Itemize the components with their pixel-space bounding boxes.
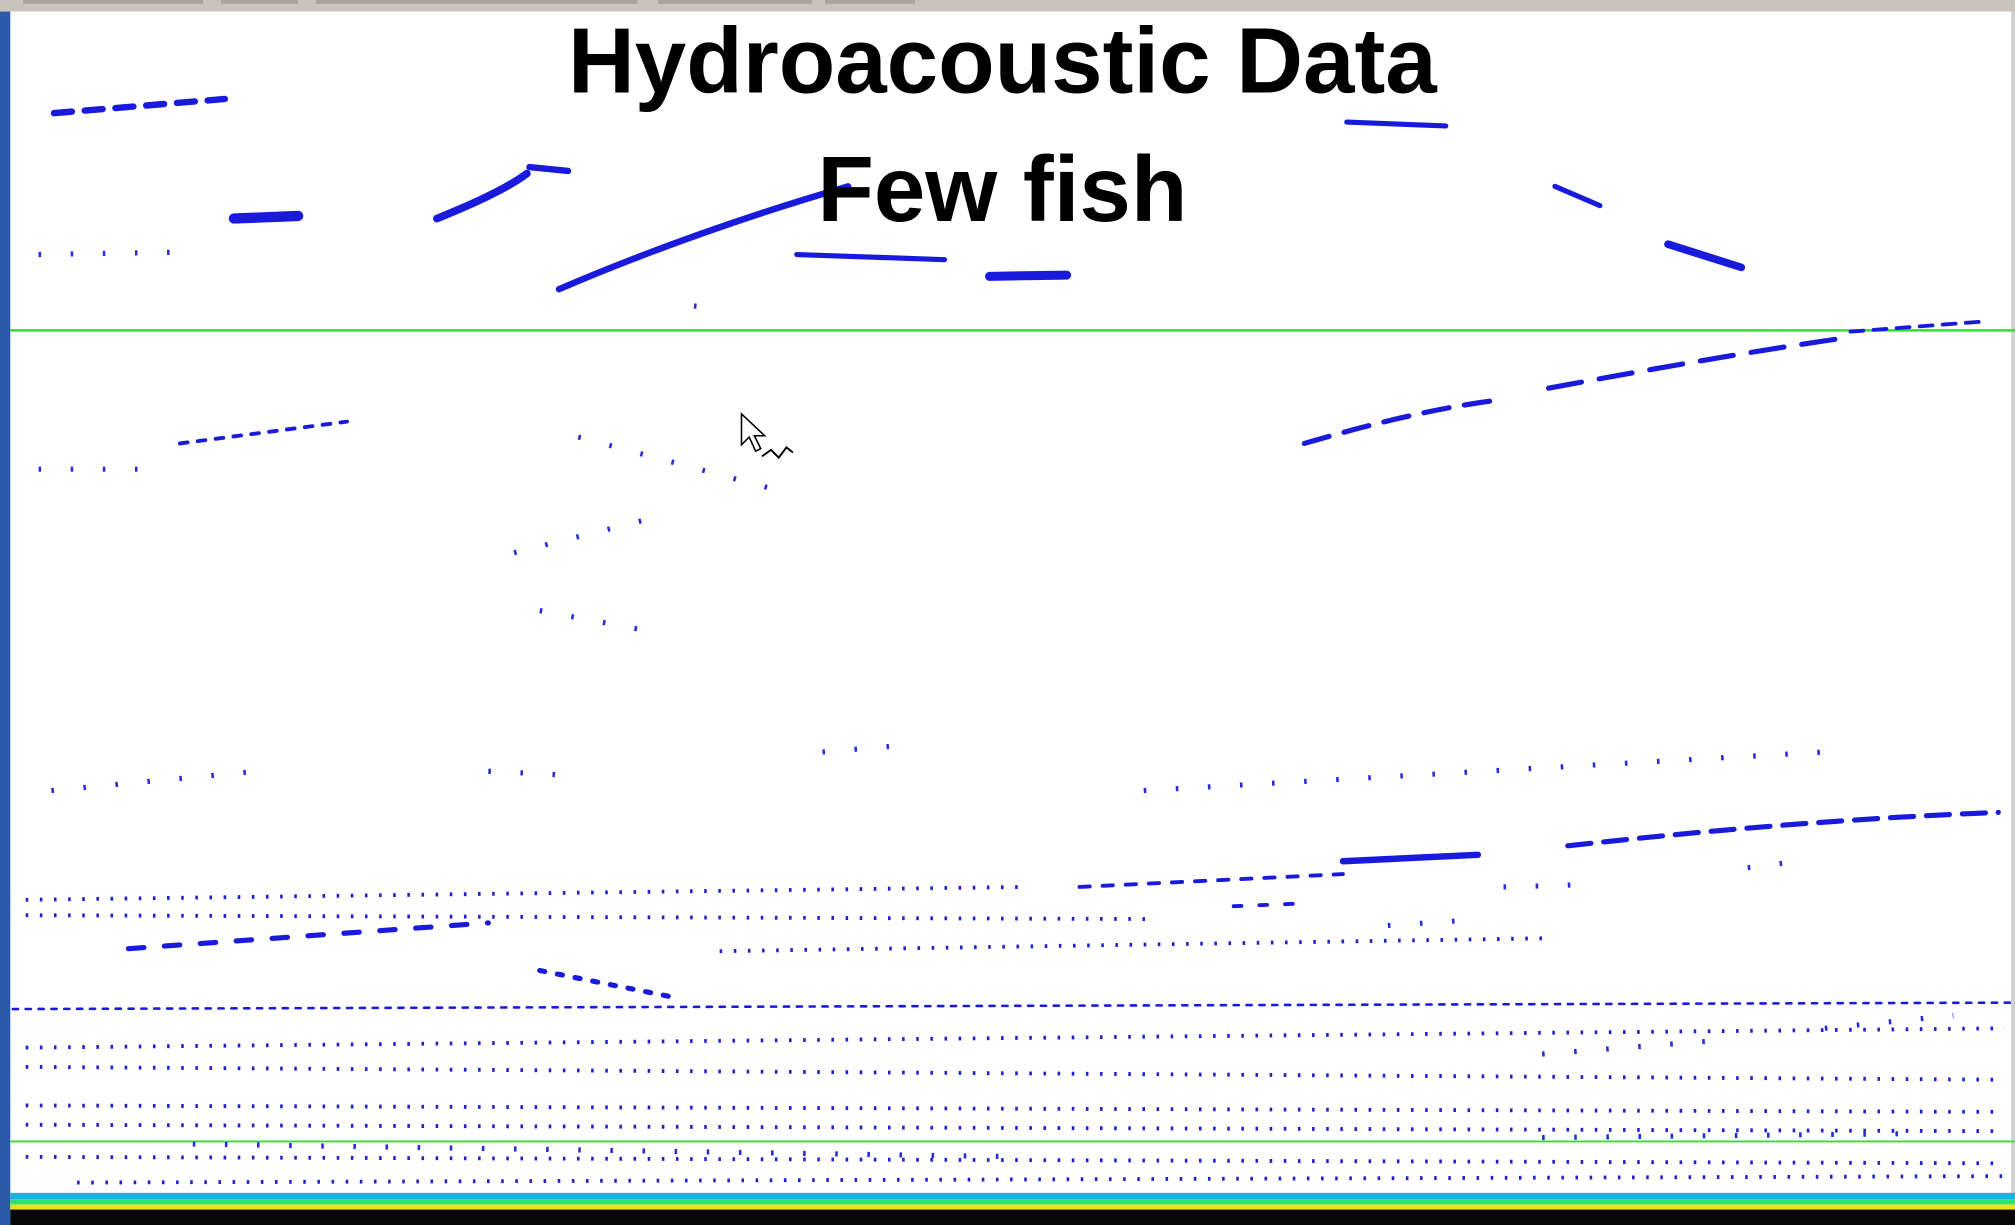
mouse-cursor-part [740, 412, 767, 453]
toolbar-buttons [23, 0, 915, 4]
toolbar-buttons-part [825, 0, 915, 4]
title-line-1: Hydroacoustic Data [568, 9, 1438, 113]
fish-traces-part [50, 95, 229, 117]
toolbar-buttons-part [657, 0, 813, 4]
toolbar-buttons-part [316, 0, 638, 4]
fish-traces-part [1664, 240, 1746, 272]
toolbar [0, 0, 2015, 12]
seabed [10, 1192, 2015, 1225]
fish-traces-part [1545, 335, 1847, 391]
window-border [0, 11, 11, 1225]
scattered-echoes-part [192, 858, 1954, 1160]
fish-traces-part [228, 210, 304, 224]
scattered-echoes-part [25, 885, 2005, 1185]
fish-traces-part [1339, 851, 1482, 865]
fish-traces-part [526, 163, 572, 175]
fish-traces-part [125, 920, 491, 952]
fish-traces-part [1231, 901, 1300, 909]
title-line-2: Few fish [817, 137, 1187, 241]
fish-traces-part [11, 1001, 2015, 1011]
fish-traces-part [1344, 119, 1449, 129]
seabed-part [10, 1204, 2015, 1210]
fish-traces-part [537, 967, 671, 999]
fish-traces-part [433, 169, 531, 223]
toolbar-buttons-part [23, 0, 204, 4]
seabed-part [10, 1209, 2015, 1225]
seabed-part [10, 1199, 2015, 1205]
fish-traces-part [1301, 398, 1494, 447]
scattered-echoes [25, 249, 2005, 1185]
mouse-cursor [740, 412, 794, 460]
fish-traces-part [1848, 319, 1988, 334]
fish-traces [11, 95, 2015, 1011]
mouse-cursor-part [761, 445, 794, 460]
fish-traces-part [985, 270, 1072, 281]
fish-traces-part [1552, 183, 1603, 209]
toolbar-buttons-part [221, 0, 299, 4]
fish-traces-part [1077, 872, 1345, 889]
window-border-right [2011, 11, 2015, 1225]
fish-traces-part [1565, 809, 2001, 849]
seabed-part [10, 1192, 2015, 1200]
fish-traces-part [794, 251, 948, 263]
fish-traces-part [555, 183, 852, 293]
